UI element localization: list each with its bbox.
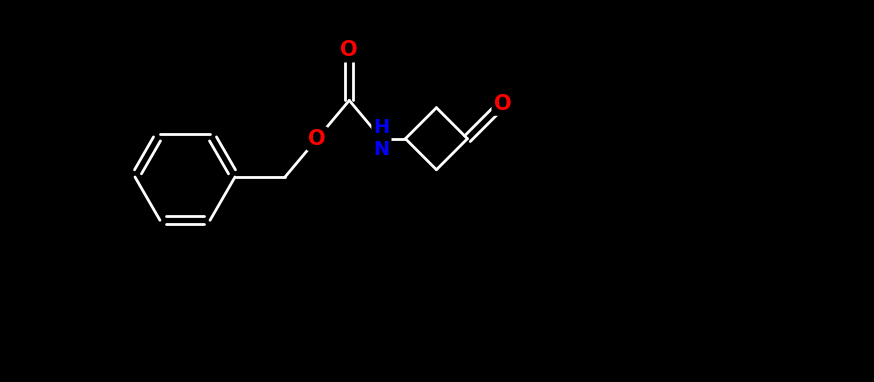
Text: O: O: [494, 94, 511, 114]
Text: H
N: H N: [373, 118, 390, 159]
Text: O: O: [309, 129, 326, 149]
Text: O: O: [341, 40, 358, 60]
